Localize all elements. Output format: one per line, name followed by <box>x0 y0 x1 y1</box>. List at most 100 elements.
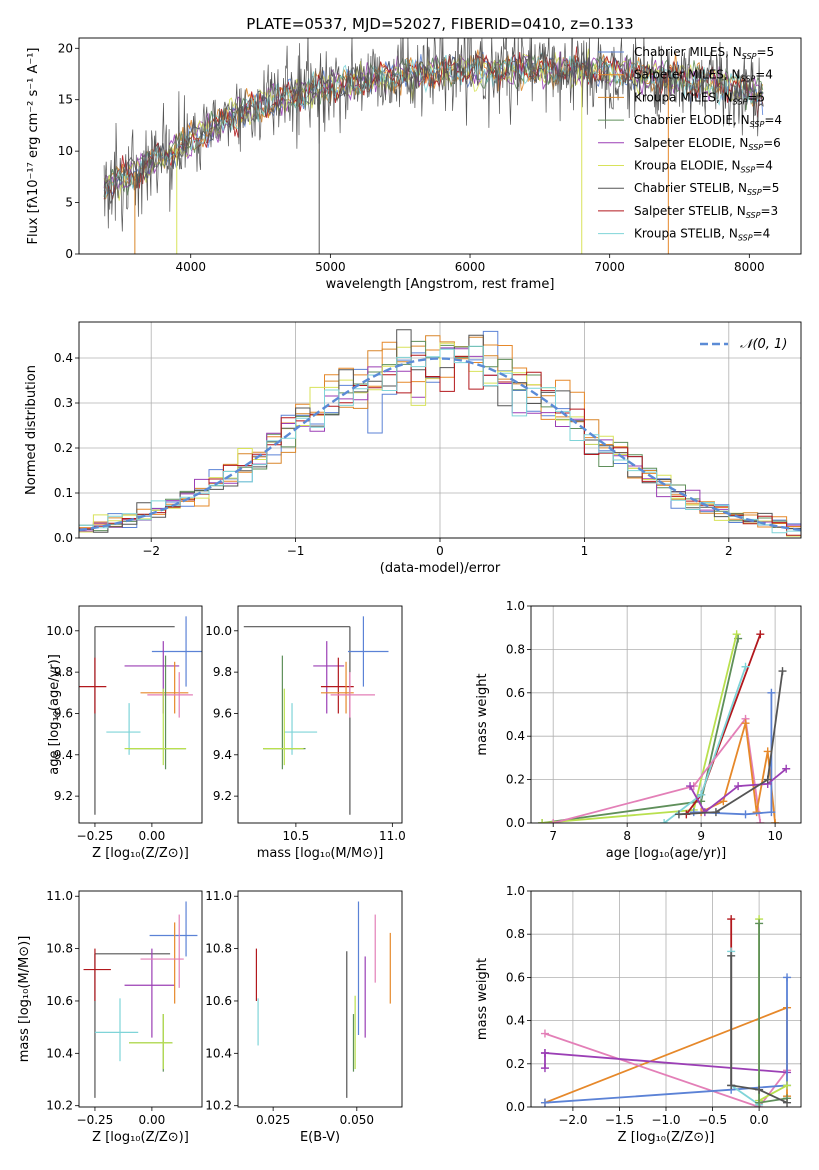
x-tick-label: 2 <box>725 544 733 558</box>
weight-marker <box>741 810 750 819</box>
weight-marker <box>686 782 695 791</box>
y-tick-label: 9.2 <box>54 789 73 803</box>
axes-frame <box>78 890 203 1108</box>
x-tick-label: 4000 <box>175 260 206 274</box>
weight-marker <box>538 819 547 823</box>
weight-marker <box>741 719 750 728</box>
x-axis-label: age [log₁₀(age/yr)] <box>606 846 727 861</box>
x-tick-label: 7000 <box>594 260 625 274</box>
y-tick-label: 0.0 <box>506 1100 525 1114</box>
error-bar-point <box>149 901 198 957</box>
legend-entry: Kroupa MILES, NSSP=5 <box>634 90 765 106</box>
y-axis-label: age [log₁₀(age/yr)] <box>47 654 62 775</box>
weight-series <box>542 633 738 823</box>
mass-vs-ebv-panel: 0.025 0.050 10.2 10.4 10.6 10.8 11.0 E(B-V) <box>205 889 403 1145</box>
weight-marker <box>783 1081 792 1090</box>
error-bars <box>79 616 202 815</box>
axes-frame <box>530 890 802 1108</box>
y-tick-label: 0.6 <box>506 970 525 984</box>
error-bar-point <box>284 703 318 755</box>
error-bar-point <box>129 1014 173 1070</box>
axes-frame <box>237 605 403 824</box>
y-tick-label: 9.4 <box>54 748 73 762</box>
y-tick-label: 0.1 <box>54 486 73 500</box>
weight-series <box>552 716 762 823</box>
weight-marker <box>771 819 780 823</box>
legend-entry: Salpeter ELODIE, NSSP=6 <box>634 136 781 152</box>
weight-marker <box>689 808 698 817</box>
weight-marker <box>778 667 787 676</box>
x-axis-label: (data-model)/error <box>380 561 501 576</box>
x-axis-label: Z [log₁₀(Z/Z⊙)] <box>92 846 189 861</box>
y-tick-label: 11.0 <box>205 889 232 903</box>
error-bar-point <box>140 914 184 988</box>
y-tick-label: 15 <box>58 93 73 107</box>
y-tick-label: 9.6 <box>213 706 232 720</box>
weight-marker <box>727 915 736 924</box>
weight-series <box>541 638 739 823</box>
y-tick-label: 5 <box>65 196 73 210</box>
histograms <box>79 329 801 537</box>
y-tick-label: 1.0 <box>506 884 525 898</box>
error-bars <box>255 901 391 1098</box>
y-tick-label: 0.8 <box>506 927 525 941</box>
x-tick-label: −0.25 <box>77 1113 114 1127</box>
x-tick-label: 11.0 <box>379 829 406 843</box>
error-bar-point <box>320 657 354 714</box>
error-bar-point <box>83 948 111 1001</box>
error-bar-point <box>320 661 354 714</box>
error-bar-point <box>147 672 193 718</box>
weight-marker <box>756 819 765 823</box>
error-bar-point <box>263 688 304 766</box>
error-bar-point <box>151 616 202 687</box>
weight-marker <box>540 1064 549 1073</box>
x-tick-label: 8 <box>623 829 631 843</box>
x-tick-label: 8000 <box>734 260 765 274</box>
legend-entry: Kroupa ELODIE, NSSP=4 <box>634 159 773 175</box>
x-tick-label: 0.00 <box>139 829 166 843</box>
error-bar-point <box>106 703 141 755</box>
y-tick-label: 10.4 <box>205 1046 232 1060</box>
x-tick-label: −1.5 <box>605 1113 634 1127</box>
x-tick-label: 7 <box>549 829 557 843</box>
histogram-kroupa-miles <box>79 335 801 532</box>
weight-marker <box>734 782 743 791</box>
legend-entry: Chabrier MILES, NSSP=5 <box>634 45 774 61</box>
legend-entry: Chabrier STELIB, NSSP=5 <box>634 181 779 197</box>
y-tick-label: 11.0 <box>46 889 73 903</box>
error-bar-point <box>79 657 107 714</box>
x-tick-label: 9 <box>697 829 705 843</box>
weight-marker <box>727 1081 736 1090</box>
weight-marker <box>732 630 741 639</box>
weight-marker <box>767 808 776 817</box>
x-tick-label: −0.25 <box>77 829 114 843</box>
x-tick-label: 0.00 <box>139 1113 166 1127</box>
y-tick-label: 0.0 <box>54 531 73 545</box>
axes-frame <box>530 605 802 824</box>
figure-title: PLATE=0537, MJD=52027, FIBERID=0410, z=0… <box>246 15 633 33</box>
x-tick-label: 6000 <box>455 260 486 274</box>
error-bar-point <box>243 626 351 815</box>
weight-marker <box>697 790 706 799</box>
x-tick-label: −1 <box>287 544 305 558</box>
y-axis-label: Normed distribution <box>24 365 39 495</box>
y-tick-label: 10.6 <box>205 994 232 1008</box>
weight-marker <box>763 775 772 784</box>
y-axis-label: mass [log₁₀(M/M⊙)] <box>17 936 32 1063</box>
weight-marker <box>767 688 776 697</box>
weight-marker <box>660 819 669 823</box>
y-axis-label: mass weight <box>475 958 490 1040</box>
weight-marker <box>783 1098 792 1107</box>
weight-marker <box>540 1029 549 1038</box>
weight-marker <box>540 1049 549 1057</box>
age-vs-metallicity-panel: −0.25 0.00 9.2 9.4 9.6 9.8 10.0 Z [log₁₀(Z/Z⊙)]… <box>46 605 203 861</box>
y-tick-label: 10.2 <box>46 1099 73 1113</box>
histogram-kroupa-elodie <box>79 342 801 537</box>
error-bar-point <box>313 641 345 714</box>
weight-lines <box>538 630 791 823</box>
y-axis-label: mass weight <box>475 673 490 755</box>
y-tick-label: 10.8 <box>205 942 232 956</box>
weight-marker <box>540 1098 549 1107</box>
legend-entry: Salpeter MILES, NSSP=4 <box>634 68 773 84</box>
weight-marker <box>727 951 736 960</box>
